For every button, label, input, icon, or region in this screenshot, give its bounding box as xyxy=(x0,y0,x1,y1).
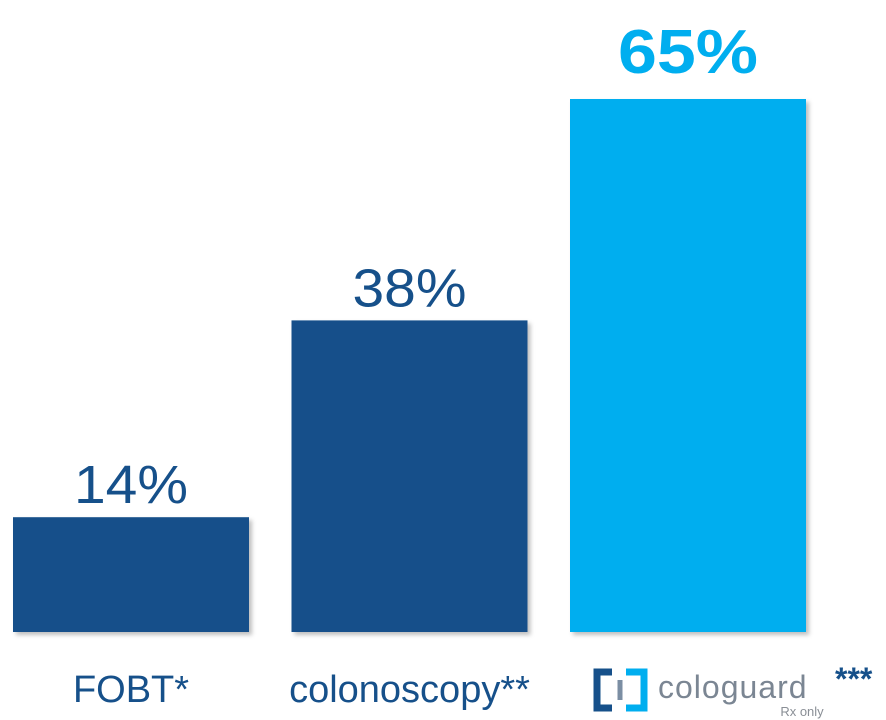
rx-only: Rx only xyxy=(780,704,824,719)
bar xyxy=(13,517,249,632)
value-label: 65% xyxy=(618,18,758,87)
x-tick-label: FOBT* xyxy=(73,669,189,711)
cologuard-icon xyxy=(593,668,648,712)
bar xyxy=(291,320,528,632)
bar xyxy=(570,99,806,632)
value-label: 38% xyxy=(353,258,467,318)
value-label: 14% xyxy=(74,455,188,515)
x-tick-label: colonoscopy** xyxy=(289,669,530,711)
footnote-mark: *** xyxy=(835,661,873,697)
x-tick-label: cologuard xyxy=(658,669,808,705)
